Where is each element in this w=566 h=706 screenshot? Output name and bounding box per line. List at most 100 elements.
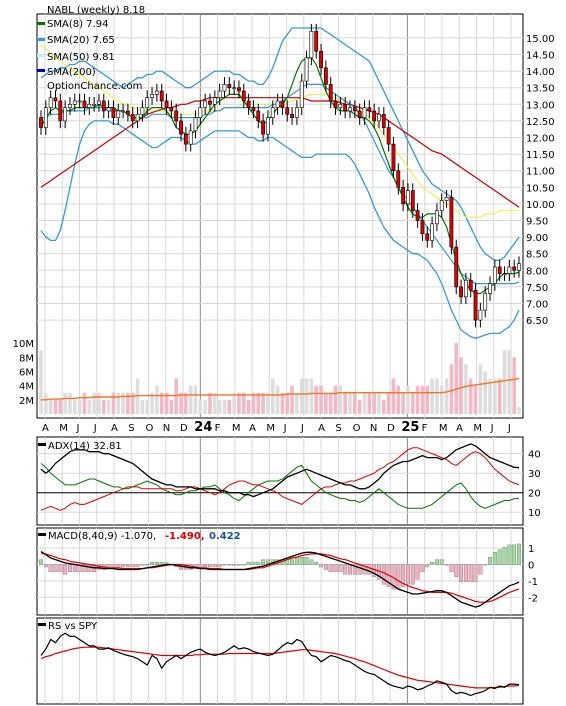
macd-hist-bar-22 xyxy=(145,564,150,566)
volume-tick-2M: 2M xyxy=(19,396,34,407)
macd-hist-bar-84 xyxy=(444,564,449,566)
volume-axis-ticks: 2M 4M 6M 8M 10M xyxy=(13,339,34,407)
volume-bar-50 xyxy=(280,392,285,414)
macd-hist-bar-21 xyxy=(140,564,145,566)
macd-histogram xyxy=(39,543,521,590)
volume-bar-15 xyxy=(111,392,116,414)
volume-bar-45 xyxy=(256,392,261,414)
volume-bar-66 xyxy=(357,399,362,414)
legend-sma50: SMA(50) 9.81 xyxy=(47,52,115,63)
month-label-12: A xyxy=(249,423,256,434)
volume-bar-1 xyxy=(44,392,48,414)
candle-56 xyxy=(309,30,314,59)
macd-hist-bar-80 xyxy=(425,564,430,568)
volume-bar-31 xyxy=(188,385,193,414)
adx-panel-frame xyxy=(36,436,524,526)
macd-hist-bar-40 xyxy=(232,564,237,566)
candle-42 xyxy=(241,90,246,102)
macd-hist-bar-66 xyxy=(357,564,362,575)
adx-line xyxy=(40,443,520,498)
macd-signal-value: -1.490, xyxy=(165,531,205,542)
candle-55 xyxy=(304,57,309,82)
volume-tick-4M: 4M xyxy=(19,382,34,393)
volume-bar-89 xyxy=(468,378,473,414)
macd-line xyxy=(40,550,520,608)
volume-bar-57 xyxy=(314,385,319,414)
price-tick-7.50: 7.50 xyxy=(526,283,548,294)
month-label-18: O xyxy=(353,423,361,434)
candle-3 xyxy=(53,97,58,102)
macd-hist-bar-36 xyxy=(212,564,217,568)
macd-hist-bar-18 xyxy=(125,564,130,568)
candle-28 xyxy=(174,110,179,122)
volume-bar-46 xyxy=(261,392,265,414)
macd-hist-bar-41 xyxy=(237,564,241,566)
candle-10 xyxy=(87,104,92,108)
volume-bar-64 xyxy=(348,392,352,414)
candle-51 xyxy=(285,107,290,115)
macd-hist-bar-4 xyxy=(58,564,63,573)
macd-hist-bar-23 xyxy=(150,561,155,565)
candle-47 xyxy=(266,117,270,135)
candle-89 xyxy=(468,279,473,291)
macd-hist-bar-44 xyxy=(251,561,256,565)
month-label-7: N xyxy=(163,423,170,434)
price-tick-15.00: 15.00 xyxy=(526,34,555,45)
long-ma-line xyxy=(40,97,520,208)
candle-24 xyxy=(154,90,159,95)
volume-bar-87 xyxy=(459,357,463,414)
macd-hist-bar-64 xyxy=(348,564,352,575)
candle-27 xyxy=(169,107,174,112)
candle-36 xyxy=(212,97,217,105)
volume-bar-55 xyxy=(304,378,309,414)
macd-hist-bar-97 xyxy=(507,544,512,565)
macd-hist-bar-37 xyxy=(217,564,222,568)
rs-panel-frame xyxy=(36,617,524,705)
candle-98 xyxy=(512,266,517,271)
volume-bar-7 xyxy=(72,399,77,414)
legend-sma200: SMA(200) xyxy=(47,67,96,78)
month-label-3: J xyxy=(93,423,97,434)
volume-bar-73 xyxy=(391,378,396,414)
volume-bar-25 xyxy=(159,392,164,414)
volume-bar-12 xyxy=(97,392,101,414)
volume-bar-35 xyxy=(208,392,212,414)
volume-bar-48 xyxy=(270,378,275,414)
candle-73 xyxy=(391,143,396,172)
candle-0 xyxy=(39,117,43,128)
candle-35 xyxy=(208,100,212,105)
candle-23 xyxy=(150,94,154,98)
macd-tick--1: -1 xyxy=(528,577,538,588)
macd-hist-bar-68 xyxy=(367,564,372,575)
macd-hist-bar-75 xyxy=(401,564,406,587)
rs-panel: RS vs SPY xyxy=(36,617,524,705)
sma50-line xyxy=(40,44,520,218)
month-label-1: M xyxy=(59,423,68,434)
candle-61 xyxy=(333,100,338,108)
volume-bar-30 xyxy=(184,392,188,414)
volume-bar-36 xyxy=(213,392,217,414)
volume-bar-75 xyxy=(401,392,405,414)
macd-hist-bar-0 xyxy=(39,559,43,565)
candle-90 xyxy=(473,289,478,321)
volume-bar-39 xyxy=(227,399,232,414)
volume-bar-99 xyxy=(517,406,521,414)
macd-hist-bar-15 xyxy=(111,564,116,568)
candle-71 xyxy=(381,113,386,128)
volume-bar-98 xyxy=(512,357,516,414)
macd-hist-bar-46 xyxy=(261,559,266,565)
month-label-11: M xyxy=(232,423,241,434)
macd-hist-bar-61 xyxy=(333,564,338,573)
macd-legend-swatch xyxy=(38,533,46,536)
macd-hist-bar-8 xyxy=(77,564,82,573)
month-label-0: A xyxy=(42,423,49,434)
candle-32 xyxy=(193,117,198,132)
candle-37 xyxy=(217,90,222,98)
candle-15 xyxy=(111,107,116,118)
candle-57 xyxy=(314,30,319,52)
volume-bar-10 xyxy=(87,399,92,414)
volume-bar-63 xyxy=(343,392,347,414)
macd-hist-bar-62 xyxy=(338,564,343,573)
macd-series-lines xyxy=(40,550,520,608)
macd-hist-value: 0.422 xyxy=(209,531,241,542)
